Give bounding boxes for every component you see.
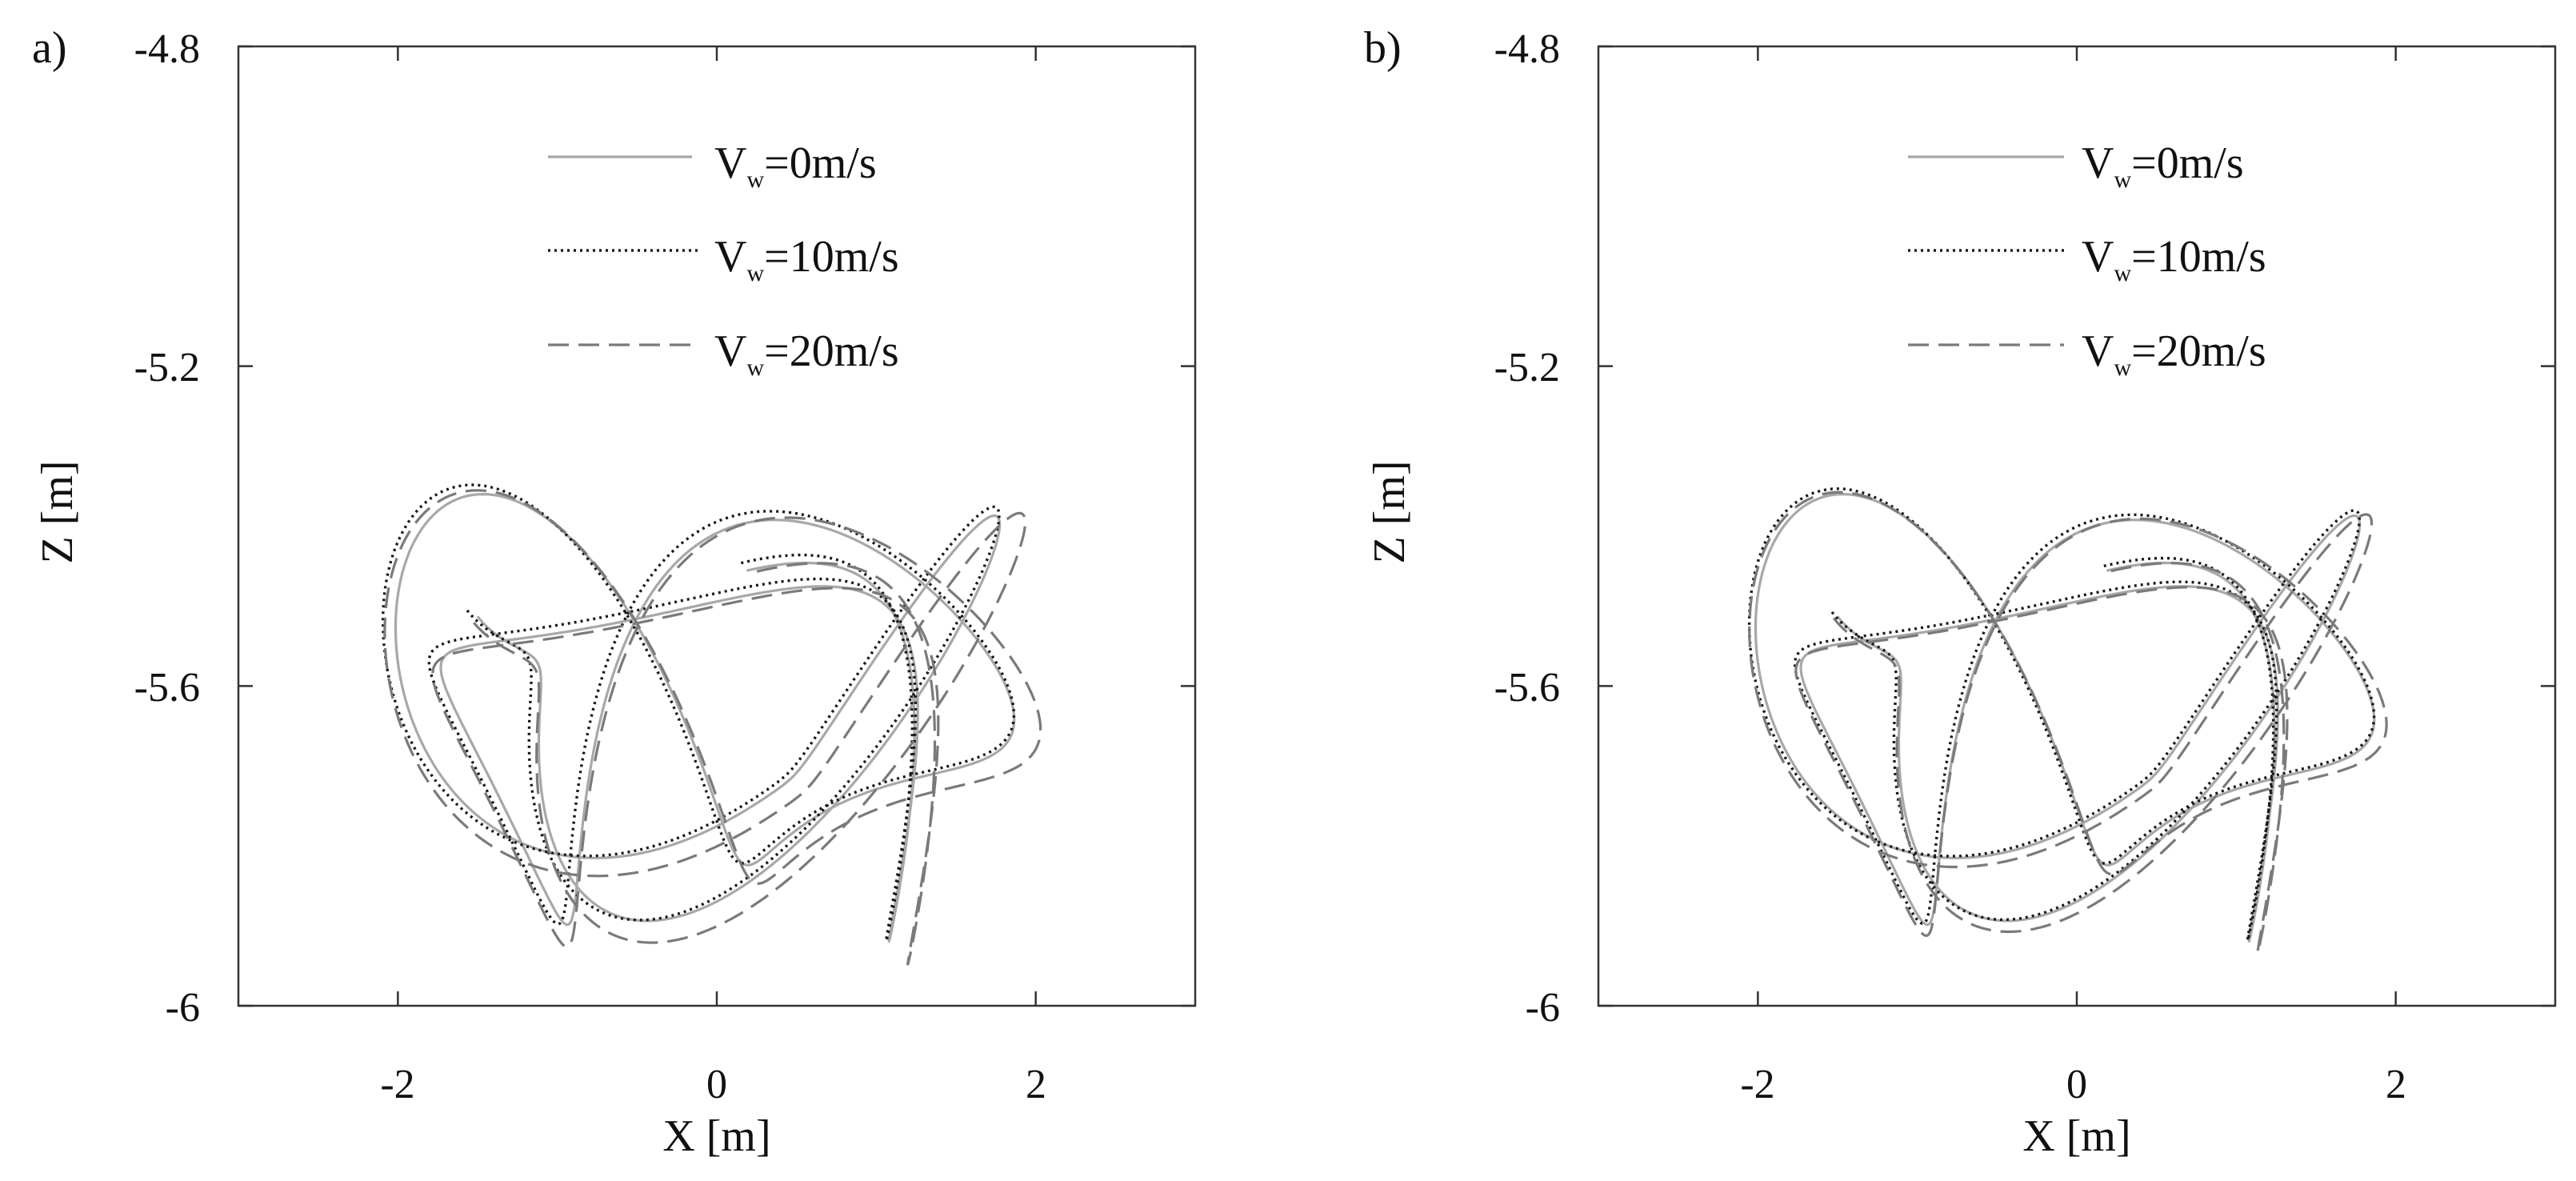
panel-a-trajectories: [382, 483, 1042, 966]
panel-a-tick-marks: [238, 45, 1195, 1007]
panel-a-legend-entry-2: Vw=20m/s: [714, 326, 899, 381]
panel-a-series-1-line: [382, 483, 1016, 943]
panel-b-y-axis-label: Z [m]: [1365, 460, 1414, 563]
panel-b-xtick-label: -2: [1740, 1062, 1774, 1107]
panel-b-xtick-label: 0: [2066, 1062, 2087, 1107]
panel-a-legend-entry-0: Vw=0m/s: [714, 138, 877, 193]
panel-b-ytick-label: -5.6: [1494, 665, 1560, 711]
panel-a-ytick-label: -5.2: [134, 345, 200, 390]
panel-a-xtick-label: -2: [380, 1062, 414, 1107]
panel-a-xtick-label: 2: [1026, 1062, 1046, 1107]
panel-b-legend-entry-2: Vw=20m/s: [2082, 326, 2266, 381]
panel-a-xtick-label: 0: [706, 1062, 727, 1107]
panel-a-ytick-label: -4.8: [134, 26, 200, 72]
panel-b-legend: Vw=0m/s Vw=10m/s Vw=20m/s: [1908, 138, 2266, 381]
panel-a-label: a): [32, 23, 67, 73]
panel-a-y-axis-label: Z [m]: [33, 460, 82, 563]
panel-b-x-axis-label: X [m]: [2022, 1111, 2130, 1161]
panel-a-x-axis-label: X [m]: [662, 1111, 770, 1161]
panel-a-legend-entry-1: Vw=10m/s: [714, 232, 899, 286]
panel-b-label: b): [1364, 23, 1402, 73]
panel-b-ytick-label: -6: [1526, 985, 1560, 1031]
panel-b-series-1-line: [1747, 487, 2376, 942]
panel-b-legend-entry-0: Vw=0m/s: [2082, 138, 2244, 193]
panel-b-series-2-line: [1748, 490, 2388, 955]
panel-a-series-2-line: [383, 489, 1042, 966]
panel-b-plot-frame: [1597, 45, 2557, 1007]
panel-a-series-0-line: [394, 493, 1016, 943]
panel-b-legend-entry-1: Vw=10m/s: [2082, 232, 2266, 286]
panel-a-ytick-label: -5.6: [134, 665, 200, 711]
panel-b: b) -4.8 -5.2 -5.6 -6 -2 0 2 X [m] Z [m] …: [1364, 23, 2557, 1161]
panel-a-legend: Vw=0m/s Vw=10m/s Vw=20m/s: [548, 138, 899, 381]
panel-b-trajectories: [1747, 487, 2388, 955]
panel-a-plot-frame: [237, 45, 1197, 1007]
panel-b-tick-marks: [1598, 45, 2555, 1007]
panel-a-ytick-label: -6: [166, 985, 200, 1031]
panel-b-series-0-line: [1754, 493, 2376, 943]
panel-b-ytick-label: -5.2: [1494, 345, 1560, 390]
panel-b-xtick-label: 2: [2386, 1062, 2406, 1107]
panel-b-ytick-label: -4.8: [1494, 26, 1560, 72]
panel-a: a) -4.8 -5.2 -5.6 -6 -2 0 2 X [m] Z [m] …: [32, 23, 1197, 1161]
